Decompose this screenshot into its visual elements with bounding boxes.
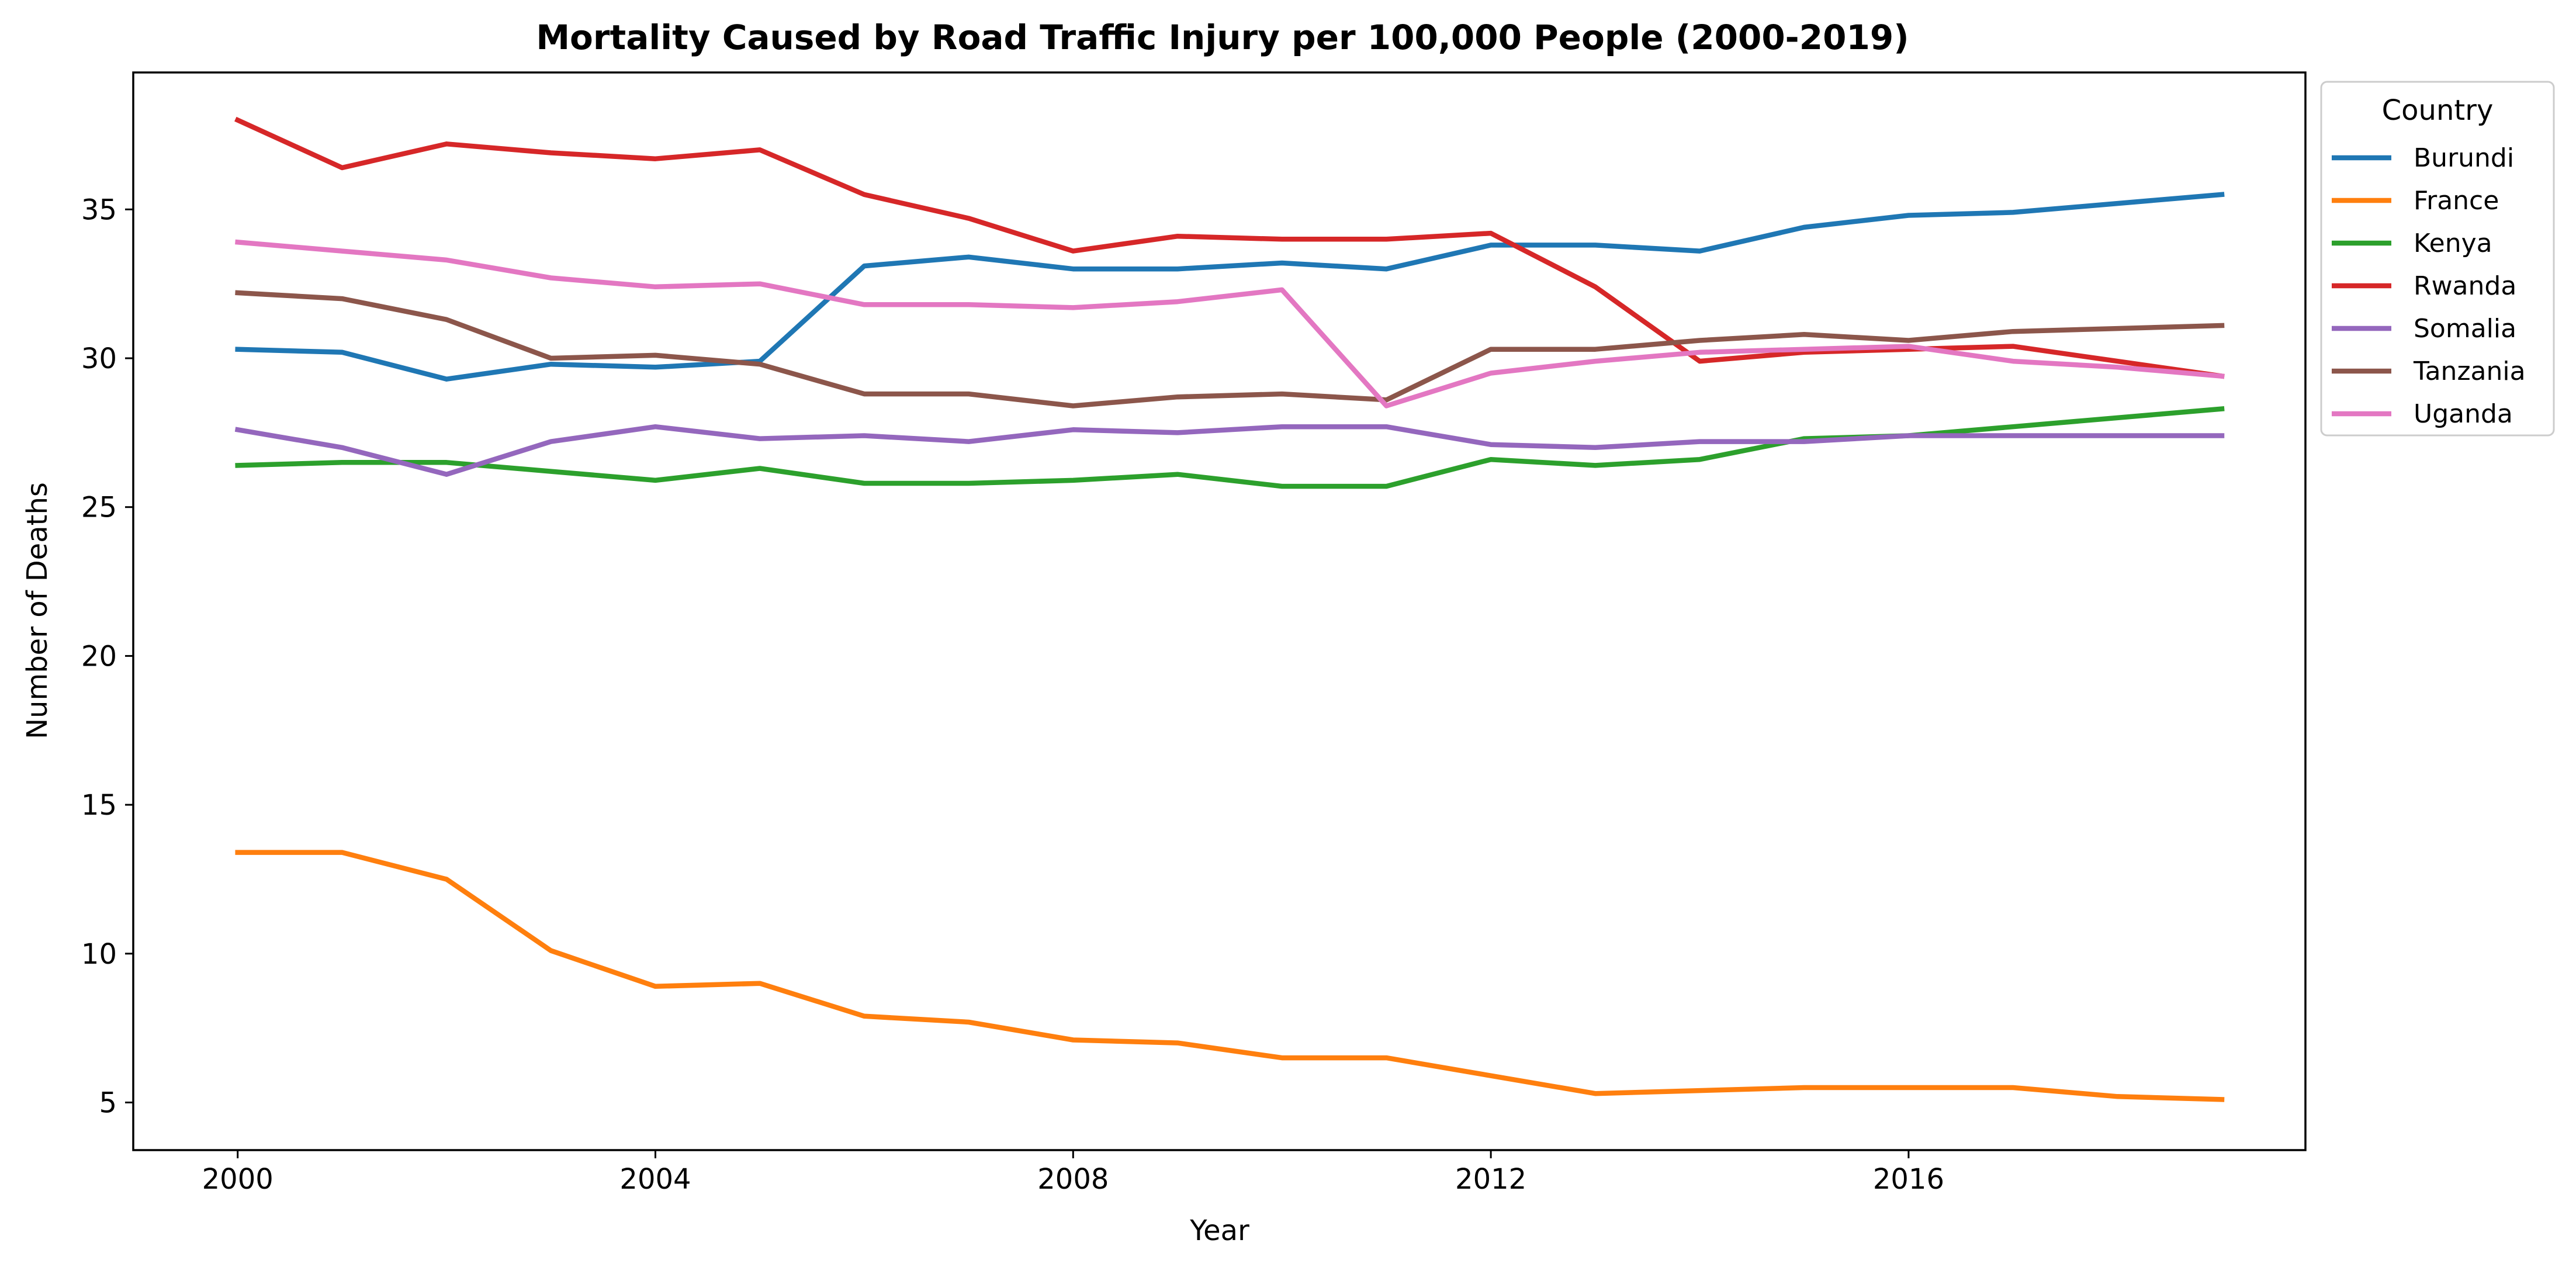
y-tick-label: 30 bbox=[81, 342, 117, 375]
legend-label-uganda: Uganda bbox=[2414, 399, 2513, 429]
x-tick-label: 2004 bbox=[619, 1163, 691, 1196]
x-tick-label: 2000 bbox=[202, 1163, 273, 1196]
chart-title: Mortality Caused by Road Traffic Injury … bbox=[536, 18, 1909, 57]
x-tick-label: 2016 bbox=[1873, 1163, 1944, 1196]
series-line-burundi bbox=[235, 192, 2225, 382]
axes: 2000 2004 2008 2012 2016 5 10 15 20 25 30 35 bbox=[81, 71, 2307, 1196]
legend-label-burundi: Burundi bbox=[2414, 143, 2514, 173]
series-line-france bbox=[235, 850, 2225, 1102]
series-layer bbox=[234, 116, 2225, 1102]
series-line-somalia bbox=[234, 424, 2225, 477]
legend-label-kenya: Kenya bbox=[2414, 229, 2492, 258]
y-tick-label: 35 bbox=[81, 193, 117, 226]
plot-frame bbox=[132, 71, 2307, 1151]
legend-label-france: France bbox=[2414, 186, 2499, 216]
y-tick-label: 5 bbox=[99, 1086, 117, 1119]
y-tick-label: 20 bbox=[81, 640, 117, 673]
legend-label-tanzania: Tanzania bbox=[2413, 356, 2526, 386]
y-tick-label: 25 bbox=[81, 491, 117, 524]
x-tick-label: 2008 bbox=[1037, 1163, 1109, 1196]
legend-label-somalia: Somalia bbox=[2414, 314, 2516, 344]
legend-label-rwanda: Rwanda bbox=[2414, 271, 2516, 301]
y-tick-label: 15 bbox=[81, 789, 117, 822]
series-line-uganda bbox=[235, 239, 2225, 408]
y-axis-label: Number of Deaths bbox=[21, 482, 54, 739]
series-line-rwanda bbox=[234, 116, 2225, 379]
legend: Country Burundi France Kenya Rwanda Somalia Ta… bbox=[2320, 81, 2555, 437]
legend-title: Country bbox=[2382, 94, 2494, 127]
x-axis-label: Year bbox=[1189, 1214, 1249, 1247]
y-tick-label: 10 bbox=[81, 938, 117, 971]
x-tick-label: 2012 bbox=[1455, 1163, 1526, 1196]
series-line-tanzania bbox=[235, 290, 2225, 408]
legend-box bbox=[2320, 81, 2555, 437]
